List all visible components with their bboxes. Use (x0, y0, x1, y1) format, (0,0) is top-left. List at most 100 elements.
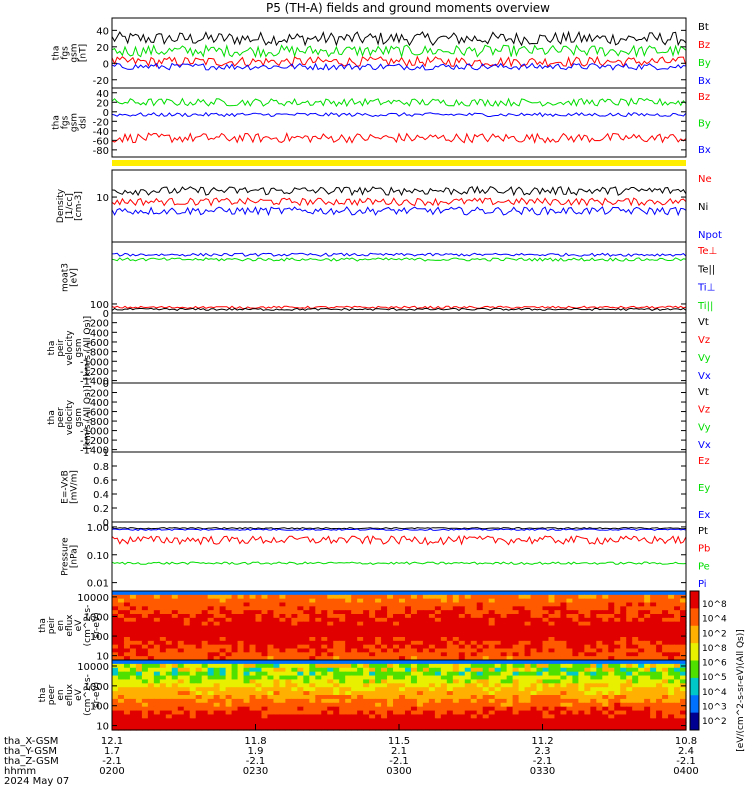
spectrogram-cell (165, 640, 173, 646)
colorbar-tick-label: 10^2 (702, 717, 727, 727)
spectrogram-cell (153, 691, 161, 696)
spectrogram-cell (255, 656, 263, 661)
spectrogram-cell (458, 714, 466, 719)
spectrogram-cell (662, 683, 669, 688)
spectrogram-cell (446, 594, 454, 600)
spectrogram-cell (506, 633, 514, 638)
spectrogram-cell (213, 726, 221, 731)
spectrogram-cell (249, 598, 257, 604)
spectrogram-cell (416, 722, 424, 727)
spectrogram-cell (548, 722, 556, 727)
spectrogram-cell (153, 706, 161, 712)
spectrogram-cell (207, 602, 215, 607)
spectrogram-cell (512, 652, 520, 657)
spectrogram-cell (309, 710, 316, 716)
spectrogram-cell (309, 637, 316, 642)
spectrogram-cell (279, 660, 286, 665)
spectrogram-cell (225, 606, 233, 611)
spectrogram-cell (428, 621, 436, 627)
spectrogram-cell (315, 617, 322, 623)
spectrogram-cell (129, 706, 137, 712)
spectrogram-cell (470, 598, 478, 604)
spectrogram-cell (608, 602, 615, 607)
spectrogram-cell (638, 679, 645, 684)
x-row-label: tha_Y-GSM (4, 746, 57, 757)
spectrogram-cell (285, 610, 292, 615)
spectrogram-cell (153, 598, 161, 604)
spectrogram-cell (309, 598, 316, 604)
spectrogram-cell (524, 710, 532, 716)
spectrogram-cell (261, 710, 269, 716)
spectrogram-cell (135, 637, 143, 642)
spectrogram-cell (225, 702, 233, 708)
spectrogram-cell (626, 614, 633, 619)
y-tick-label: -400 (86, 398, 109, 409)
series-line-Te|| (111, 307, 687, 312)
spectrogram-cell (572, 718, 579, 723)
spectrogram-cell (458, 633, 466, 638)
y-tick-label: -1200 (80, 367, 109, 378)
spectrogram-cell (195, 671, 203, 677)
spectrogram-cell (560, 714, 568, 719)
spectrogram-cell (303, 726, 310, 731)
spectrogram-cell (578, 671, 585, 677)
spectrogram-cell (363, 610, 370, 615)
spectrogram-cell (506, 606, 514, 611)
spectrogram-cell (506, 726, 514, 731)
spectrogram-cell (638, 660, 645, 665)
spectrogram-cell (626, 687, 633, 692)
spectrogram-cell (387, 648, 394, 653)
spectrogram-cell (572, 710, 579, 716)
spectrogram-cell (339, 629, 346, 634)
spectrogram-cell (273, 614, 281, 619)
spectrogram-cell (141, 710, 149, 716)
spectrogram-cell (464, 718, 472, 723)
spectrogram-cell (285, 698, 292, 704)
spectrogram-cell (291, 621, 298, 627)
spectrogram-cell (608, 706, 615, 712)
spectrogram-cell (632, 621, 639, 627)
spectrogram-cell (632, 594, 639, 600)
spectrogram-cell (183, 617, 191, 623)
spectrogram-cell (351, 640, 358, 646)
spectrogram-cell (560, 698, 568, 704)
spectrogram-cell (452, 660, 460, 665)
spectrogram-cell (375, 706, 382, 712)
spectrogram-cell (578, 698, 585, 704)
spectrogram-cell (369, 667, 376, 673)
spectrogram-cell (231, 667, 239, 673)
spectrogram-cell (303, 598, 310, 604)
spectrogram-cell (656, 640, 663, 646)
spectrogram-cell (548, 648, 556, 653)
spectrogram-cell (656, 710, 663, 716)
spectrogram-cell (410, 702, 418, 708)
spectrogram-cell (530, 598, 538, 604)
spectrogram-cell (183, 625, 191, 630)
spectrogram-cell (488, 660, 496, 665)
spectrogram-cell (387, 691, 394, 696)
spectrogram-cell (357, 633, 364, 638)
spectrogram-cell (321, 695, 328, 700)
spectrogram-cell (231, 683, 239, 688)
spectrogram-cell (506, 706, 514, 712)
spectrogram-cell (572, 726, 579, 731)
spectrogram-cell (315, 683, 322, 688)
spectrogram-cell (117, 683, 125, 688)
spectrogram-cell (494, 598, 502, 604)
spectrogram-cell (596, 629, 603, 634)
spectrogram-cell (315, 598, 322, 604)
spectrogram-cell (656, 702, 663, 708)
spectrogram-cell (351, 679, 358, 684)
spectrogram-cell (572, 660, 579, 665)
spectrogram-cell (638, 602, 645, 607)
spectrogram-cell (141, 594, 149, 600)
spectrogram-cell (458, 718, 466, 723)
spectrogram-cell (171, 656, 179, 661)
spectrogram-cell (446, 671, 454, 677)
spectrogram-cell (267, 640, 275, 646)
spectrogram-cell (656, 629, 663, 634)
spectrogram-cell (225, 644, 233, 650)
spectrogram-cell (159, 656, 167, 661)
spectrogram-cell (315, 718, 322, 723)
spectrogram-cell (428, 617, 436, 623)
